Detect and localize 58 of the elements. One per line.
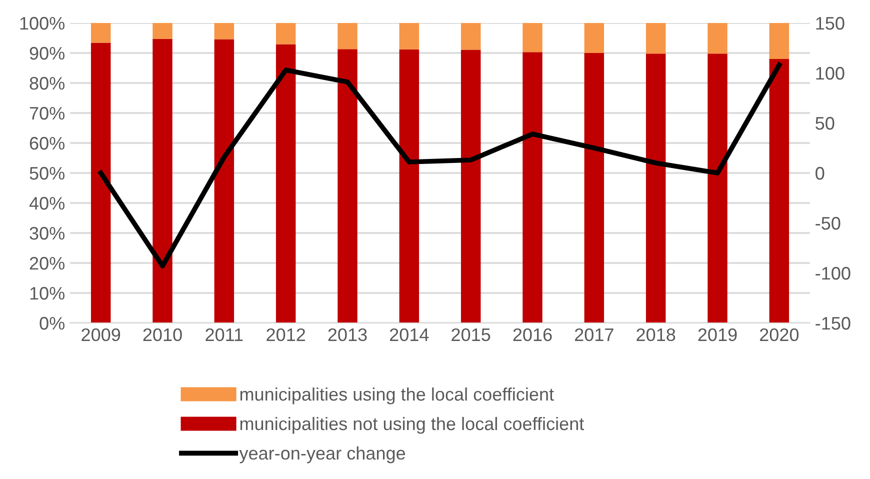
bar [460,23,481,50]
y-tick-label: 100% [20,16,64,30]
y-tick-label: 70% [30,106,64,120]
y-tick-label: 10% [30,286,64,300]
bar [90,42,111,323]
bar [152,23,172,39]
x-tick-label: 2012 [266,328,306,342]
y2-tick-label: -150 [816,316,850,330]
x-tick-label: 2020 [760,328,799,342]
y2-tick-label: 50 [816,116,834,130]
bar [399,23,420,50]
bar [399,49,420,323]
y2-tick-label: -50 [816,216,840,230]
bar [214,39,234,323]
x-tick-label: 2015 [452,328,490,342]
y-tick-label: 60% [30,136,64,150]
bar [708,23,728,54]
x-tick-label: 2014 [390,328,429,342]
line-series [98,62,782,268]
bar [522,52,542,323]
y-tick-label: 40% [29,196,64,210]
bar [338,49,358,323]
bar [152,38,172,323]
bar [90,23,111,43]
bar [460,50,481,323]
y-tick-label: 50% [30,166,64,180]
x-tick-label: 2017 [574,328,614,342]
bar [584,53,604,323]
y-tick-label: 0% [40,316,64,330]
x-tick-label: 2010 [143,328,182,342]
bar [276,44,296,323]
bar [214,23,234,40]
x-tick-label: 2019 [698,328,737,342]
legend-label: municipalities using the local coefficient [240,387,554,404]
y-tick-label: 80% [30,76,64,90]
bar [522,23,542,52]
y-tick-label: 90% [30,46,64,60]
bar [338,23,358,50]
legend-label: municipalities not using the local coefficient [240,416,584,434]
bar [584,23,604,53]
y2-tick-label: 100 [816,66,844,80]
x-tick-label: 2013 [328,328,367,342]
bar [708,54,728,323]
bar [646,23,666,54]
x-tick-label: 2016 [513,328,552,342]
y2-tick-label: 0 [816,166,824,180]
bar [769,23,790,59]
y2-tick-label: 150 [816,16,844,30]
bar [276,23,296,44]
x-tick-label: 2009 [82,328,120,342]
bar [646,54,666,323]
y-tick-label: 20% [30,256,64,270]
x-tick-label: 2011 [206,328,243,342]
y2-tick-label: -100 [816,266,850,280]
y-tick-label: 30% [30,226,64,240]
x-tick-label: 2018 [636,328,676,342]
legend-label: year-on-year change [239,446,406,464]
bar [769,59,790,323]
